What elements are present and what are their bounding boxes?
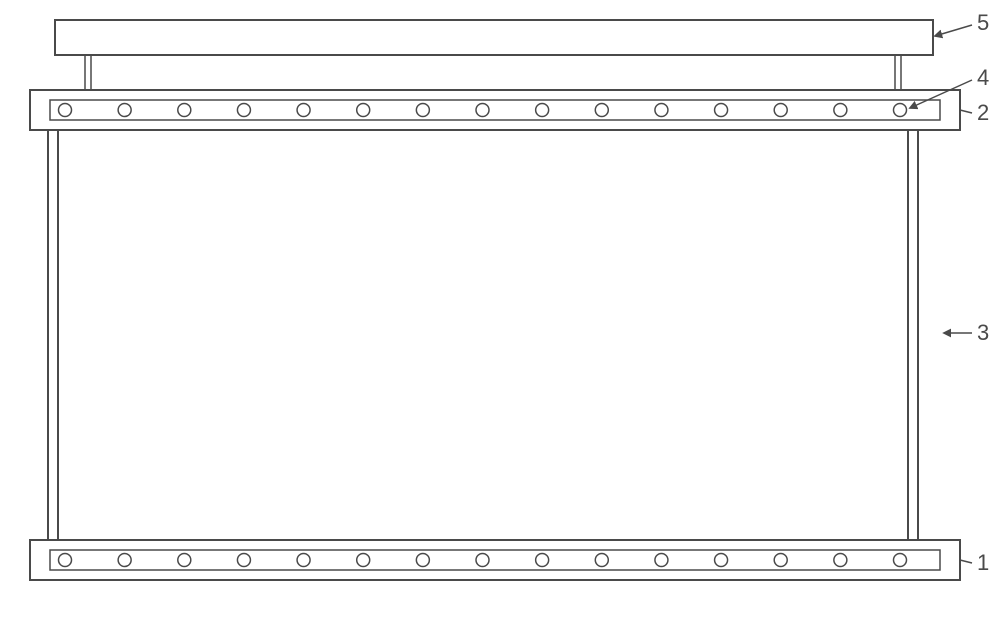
callout-label-5: 5 bbox=[977, 10, 989, 35]
leader-line bbox=[960, 110, 972, 113]
side-panel-left bbox=[48, 130, 58, 540]
upper-rail-hole bbox=[237, 104, 250, 117]
bottom-rail-hole bbox=[536, 554, 549, 567]
bottom-rail-hole bbox=[655, 554, 668, 567]
bottom-rail-hole bbox=[178, 554, 191, 567]
upper-rail-hole bbox=[476, 104, 489, 117]
callout-2: 2 bbox=[960, 100, 989, 125]
callout-3: 3 bbox=[944, 320, 989, 345]
callout-label-1: 1 bbox=[977, 550, 989, 575]
upper-rail-hole bbox=[297, 104, 310, 117]
bottom-rail-hole bbox=[595, 554, 608, 567]
callout-1: 1 bbox=[960, 550, 989, 575]
upper-rail-hole bbox=[118, 104, 131, 117]
callout-label-4: 4 bbox=[977, 65, 989, 90]
bottom-rail-hole bbox=[416, 554, 429, 567]
top-post-right bbox=[895, 55, 901, 90]
leader-line bbox=[910, 80, 972, 108]
bottom-rail-hole bbox=[774, 554, 787, 567]
upper-rail-hole bbox=[357, 104, 370, 117]
callout-label-3: 3 bbox=[977, 320, 989, 345]
bottom-rail-hole bbox=[237, 554, 250, 567]
upper-rail-hole bbox=[894, 104, 907, 117]
bottom-rail-outer bbox=[30, 540, 960, 580]
top-post-left bbox=[85, 55, 91, 90]
bottom-rail bbox=[59, 554, 907, 567]
upper-rail-hole bbox=[178, 104, 191, 117]
upper-rail-hole bbox=[59, 104, 72, 117]
upper-rail bbox=[59, 104, 907, 117]
upper-rail-hole bbox=[655, 104, 668, 117]
bottom-rail-hole bbox=[297, 554, 310, 567]
upper-rail-outer bbox=[30, 90, 960, 130]
leader-line bbox=[960, 560, 972, 563]
upper-rail-hole bbox=[416, 104, 429, 117]
bottom-rail-hole bbox=[834, 554, 847, 567]
upper-rail-hole bbox=[834, 104, 847, 117]
callout-5: 5 bbox=[935, 10, 989, 36]
bottom-rail-hole bbox=[59, 554, 72, 567]
bottom-rail-hole bbox=[476, 554, 489, 567]
callout-label-2: 2 bbox=[977, 100, 989, 125]
bottom-rail-hole bbox=[118, 554, 131, 567]
bottom-rail-hole bbox=[715, 554, 728, 567]
top-bar bbox=[55, 20, 933, 55]
upper-rail-hole bbox=[595, 104, 608, 117]
side-panel-right bbox=[908, 130, 918, 540]
upper-rail-hole bbox=[774, 104, 787, 117]
upper-rail-hole bbox=[536, 104, 549, 117]
upper-rail-hole bbox=[715, 104, 728, 117]
leader-line bbox=[935, 25, 972, 36]
bottom-rail-hole bbox=[894, 554, 907, 567]
bottom-rail-hole bbox=[357, 554, 370, 567]
